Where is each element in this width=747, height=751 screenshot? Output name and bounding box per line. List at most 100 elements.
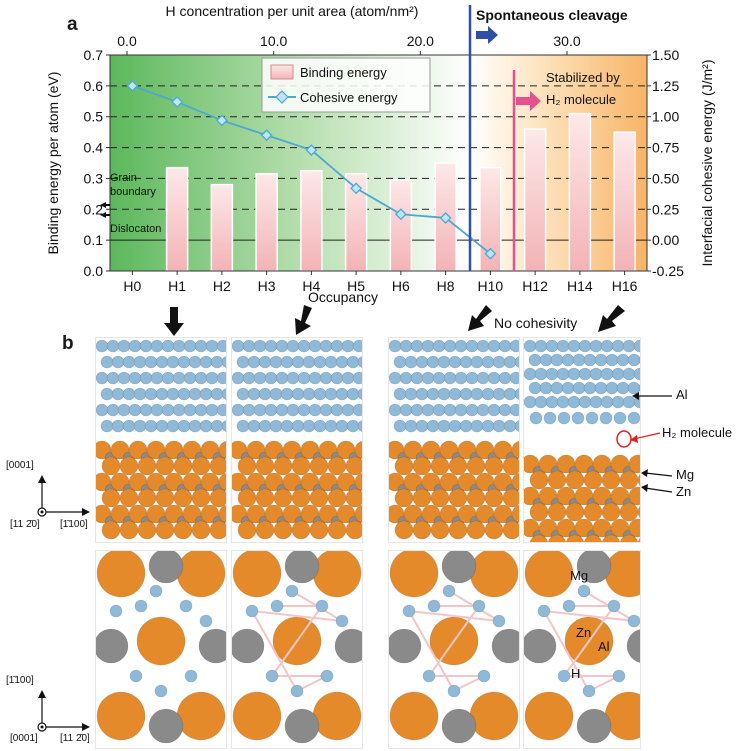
cohesive-point <box>171 95 184 108</box>
top-view-h16 <box>523 550 641 749</box>
side-view-h16 <box>523 337 641 543</box>
mg-atom <box>354 472 362 492</box>
al-atom <box>537 604 551 618</box>
zn-atom <box>148 551 184 584</box>
down-arrow-3-icon <box>468 305 492 331</box>
al-atom <box>154 684 168 698</box>
zn-atom <box>576 708 612 744</box>
al-atom <box>402 604 416 618</box>
al-atom <box>352 371 362 385</box>
bottom-tick-label: H3 <box>258 278 276 294</box>
al-atom <box>422 669 436 683</box>
bottom-tick-label: H4 <box>302 278 320 294</box>
panel-label-a: a <box>67 14 78 35</box>
legend-diamond-icon <box>275 90 289 104</box>
legend: Binding energy Cohesive energy <box>261 57 431 113</box>
mg-atom <box>232 551 282 598</box>
grain-boundary-label-1: Grain <box>110 172 137 184</box>
al-atom <box>571 411 585 425</box>
bottom-tick-label: H6 <box>392 278 410 294</box>
al-atom <box>577 584 591 598</box>
axis-bottom-origin-label: [0001] <box>10 733 38 744</box>
al-atom <box>509 371 519 385</box>
al-atom <box>245 604 259 618</box>
cohesive-point <box>305 144 318 156</box>
side-view-h0 <box>95 337 227 543</box>
top-tick-label: 30.0 <box>553 33 580 49</box>
al-atom <box>472 599 486 613</box>
stabilized-label-1: Stabilized by <box>546 70 620 85</box>
al-atom <box>199 614 213 628</box>
binding-bar <box>165 166 189 272</box>
left-tick-label: 0.4 <box>84 140 104 156</box>
right-tick-label: 1.50 <box>652 47 679 63</box>
right-tick-label: -0.25 <box>652 263 684 279</box>
bottom-tick-label: H5 <box>347 278 365 294</box>
mg-atom <box>502 520 519 540</box>
mg-atom <box>345 520 362 540</box>
cohesive-point <box>215 114 228 127</box>
al-atom <box>607 599 621 613</box>
h2-molecule-label: H₂ molecule <box>662 425 733 440</box>
mg-atom <box>628 486 640 506</box>
mg-bottom-label: Mg <box>570 568 589 583</box>
binding-bar <box>300 169 323 272</box>
mg-atom <box>209 456 226 476</box>
left-tick-label: 0.2 <box>84 201 104 217</box>
al-atom <box>633 367 640 381</box>
mg-label: Mg <box>676 467 695 482</box>
zn-atom <box>96 628 129 664</box>
axis-bottom-right-label: [11 2̄0] <box>60 733 90 744</box>
al-atom <box>179 599 193 613</box>
binding-bar <box>255 173 278 272</box>
crystal-axes-bottom-icon <box>37 690 90 732</box>
right-tick-label: 0.25 <box>652 201 679 217</box>
top-tick-label: 20.0 <box>407 33 434 49</box>
cohesive-point <box>484 247 497 260</box>
al-atom <box>442 584 456 598</box>
mg-atom <box>345 488 362 508</box>
stabilized-label-2: H₂ molecule <box>546 92 616 107</box>
al-atom <box>492 614 506 628</box>
al-atom <box>427 599 441 613</box>
mg-atom <box>218 440 226 460</box>
panel-label-b: b <box>62 333 74 354</box>
mg-atom <box>354 440 362 460</box>
bond-line <box>543 610 590 692</box>
grain-boundary-arrow-icon <box>100 202 110 208</box>
binding-bar <box>613 131 636 272</box>
legend-cohesive-label: Cohesive energy <box>300 90 398 105</box>
bottom-tick-label: H2 <box>213 278 231 294</box>
al-atom <box>134 599 148 613</box>
right-tick-label: 0.75 <box>652 140 679 156</box>
zn-atom <box>198 628 226 664</box>
mg-atom <box>218 472 226 492</box>
mg-atom <box>232 691 282 741</box>
bottom-tick-label: H12 <box>522 278 548 294</box>
annotation-pointers <box>616 392 673 493</box>
mg-atom <box>529 534 549 542</box>
al-atom <box>290 684 304 698</box>
right-tick-label: 1.00 <box>652 109 679 125</box>
bond-line <box>251 610 298 692</box>
left-tick-label: 0.6 <box>84 78 104 94</box>
al-atom <box>612 669 626 683</box>
left-axis: 0.0 0.1 0.2 0.3 0.4 0.5 0.6 0.7 <box>84 47 110 279</box>
left-axis-title: Binding energy per atom (eV) <box>45 72 61 255</box>
al-atom <box>216 339 226 353</box>
down-arrow-2-icon <box>295 305 312 335</box>
cohesive-energy-line <box>126 79 497 260</box>
right-tick-label: 0.00 <box>652 232 679 248</box>
zn-atom <box>284 708 320 744</box>
binding-bar <box>523 128 547 272</box>
zn-atom <box>626 629 640 663</box>
mg-atom <box>601 534 621 542</box>
bottom-tick-label: H14 <box>567 278 593 294</box>
legend-bar-swatch <box>270 64 294 80</box>
al-atom <box>514 356 519 368</box>
mg-atom <box>565 534 585 542</box>
binding-cohesive-chart: 0.0 0.1 0.2 0.3 0.4 0.5 0.6 0.7 -0.25 0.00 0.25 0.… <box>45 3 715 305</box>
axis-top-up-label: [0001] <box>6 460 34 471</box>
mg-atom <box>628 454 640 474</box>
mg-atom <box>511 504 519 524</box>
